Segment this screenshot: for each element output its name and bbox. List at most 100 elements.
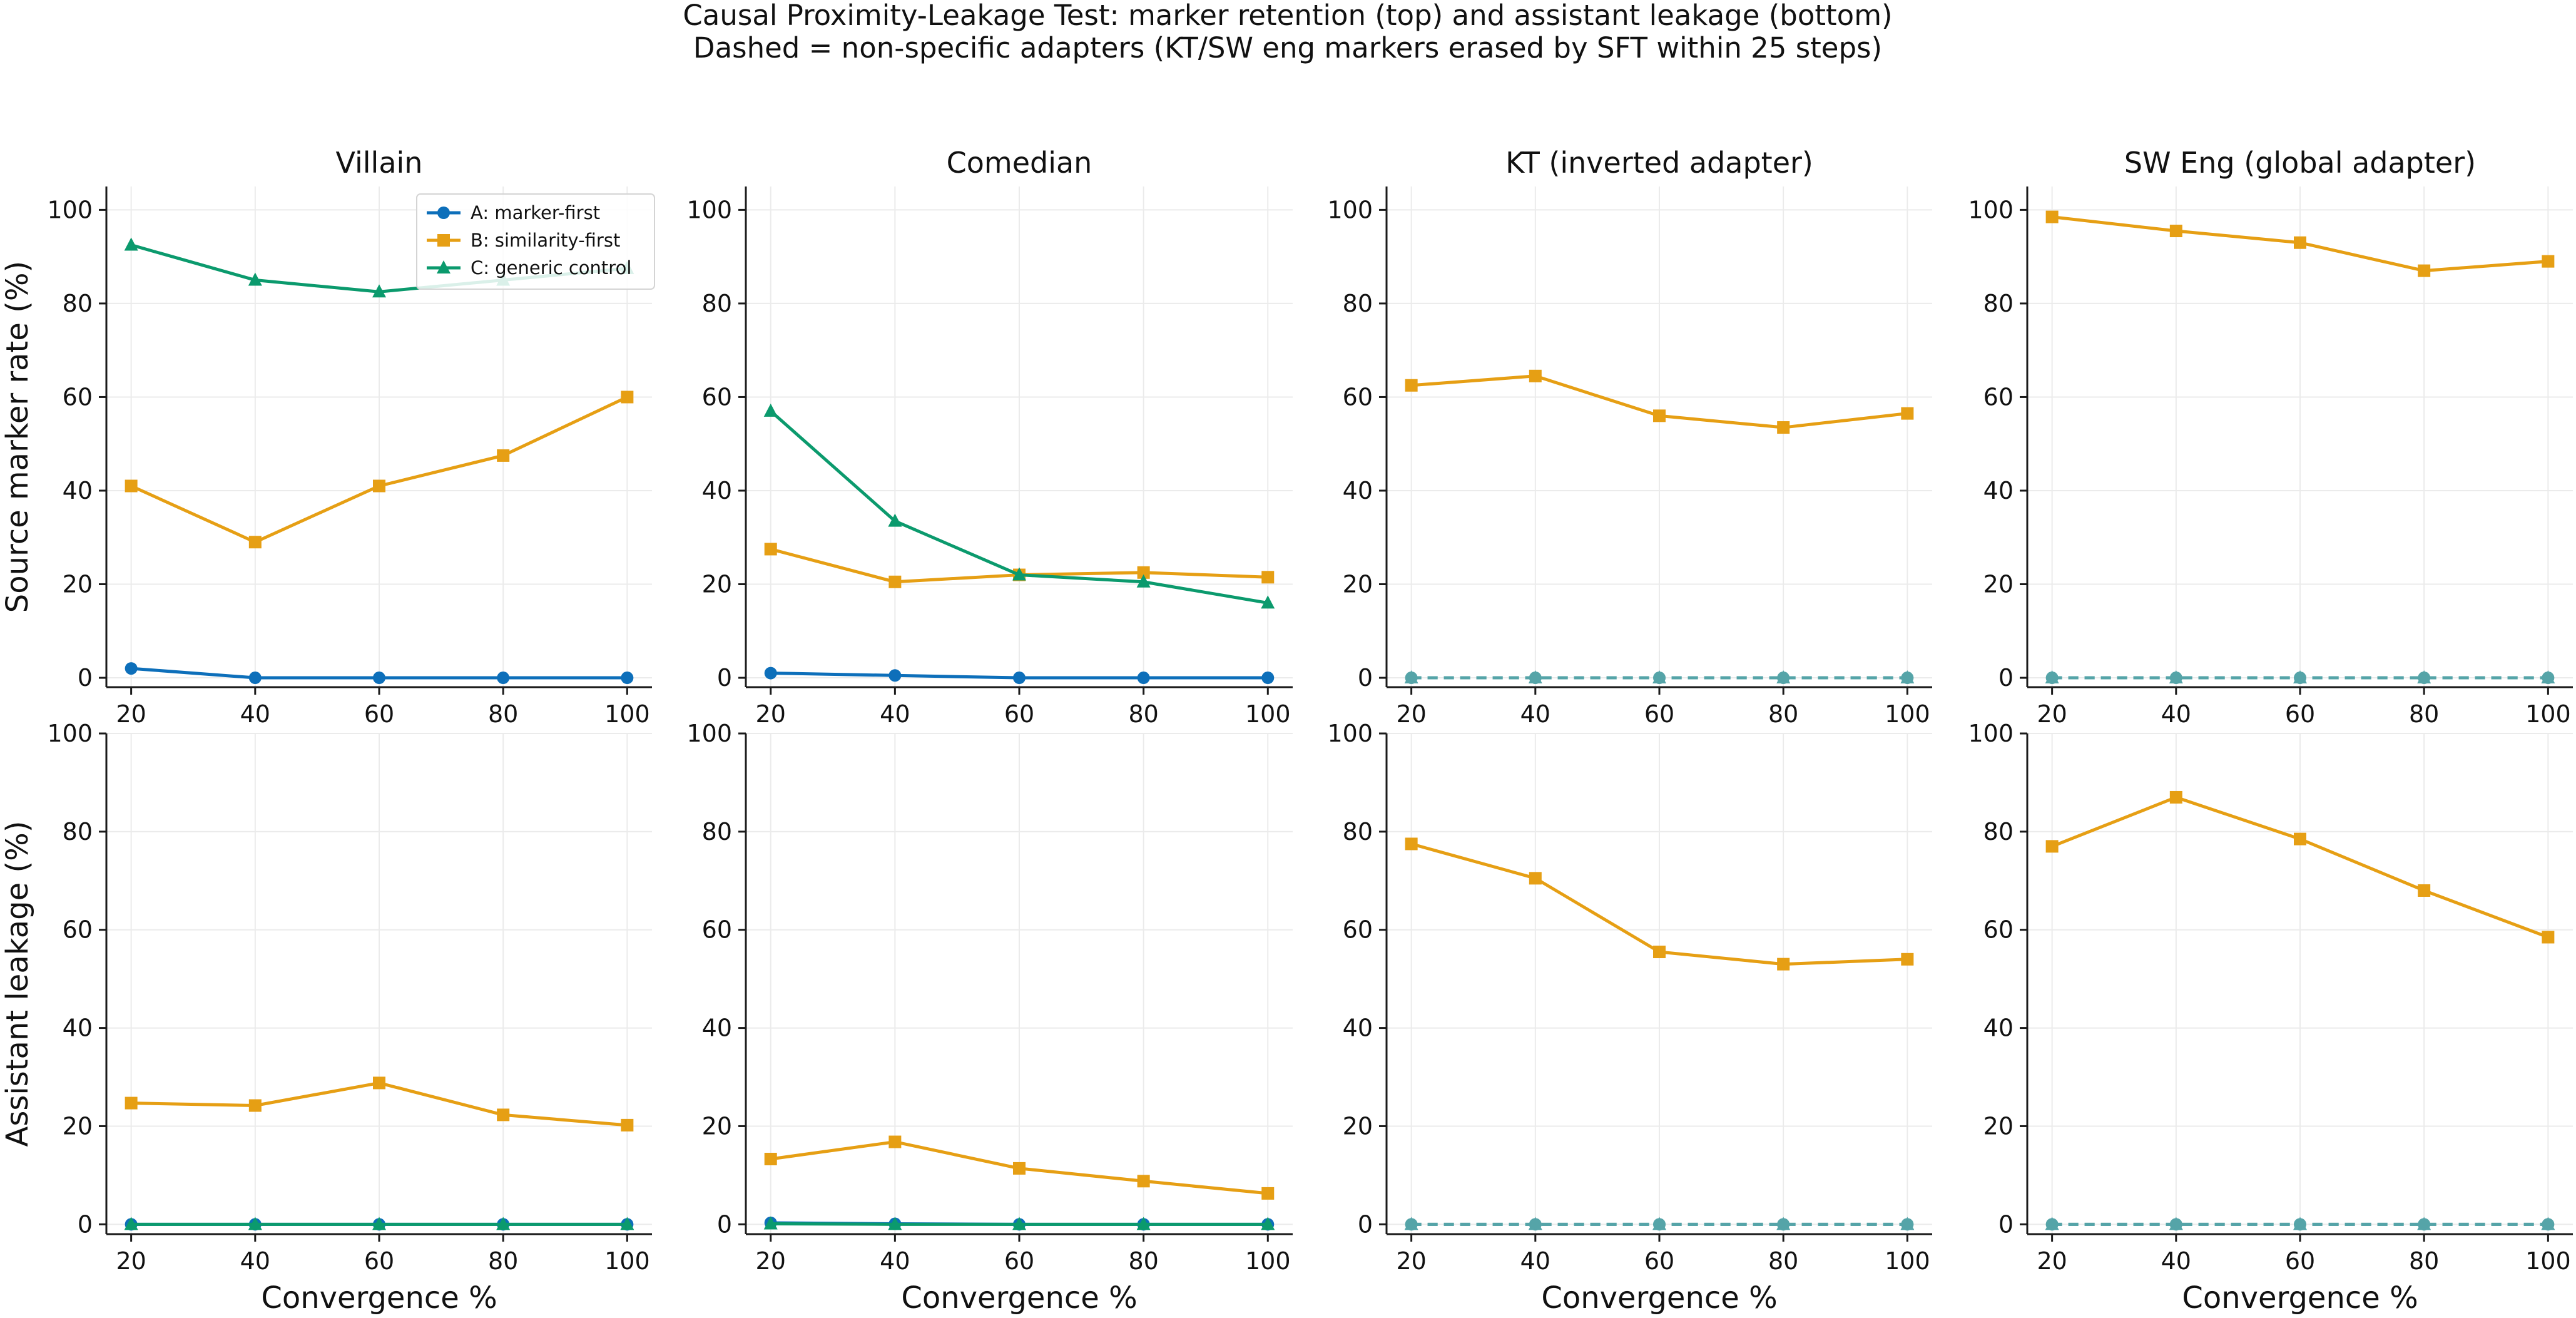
data-point-b [2542, 255, 2555, 268]
x-tick-label: 60 [2285, 1247, 2315, 1275]
x-axis-label: Convergence % [1541, 1280, 1777, 1315]
data-point-b [2542, 931, 2555, 944]
y-tick-label: 40 [1343, 1014, 1373, 1042]
data-point-c [1012, 567, 1026, 581]
series-c [763, 1216, 1275, 1230]
data-point-a [764, 667, 777, 680]
x-axis-label: Convergence % [261, 1280, 497, 1315]
series-c [124, 1217, 634, 1230]
data-point-b [2418, 884, 2431, 897]
data-point-b [1529, 369, 1542, 382]
y-tick-label: 60 [702, 383, 732, 411]
series-b [2045, 790, 2555, 944]
series-c [2045, 1217, 2555, 1230]
y-tick-label: 100 [1968, 720, 2013, 747]
panel-r2-c3: 0 20 40 60 80 100 20 40 60 80 100 Convergence % [1327, 720, 1932, 1315]
y-tick-label: 100 [1327, 720, 1373, 747]
x-tick-label: 80 [1768, 1247, 1798, 1275]
y-tick-label: 60 [63, 383, 93, 411]
data-point-c [1404, 1217, 1418, 1230]
data-point-b [621, 391, 634, 404]
data-point-c [2045, 1217, 2059, 1230]
x-axis-label: Convergence % [2182, 1280, 2418, 1315]
x-tick-label: 40 [2161, 700, 2191, 728]
x-tick-label: 100 [1885, 700, 1930, 728]
data-point-b [1777, 958, 1790, 971]
panel-title: SW Eng (global adapter) [2124, 146, 2476, 180]
data-point-c [888, 1217, 902, 1230]
data-point-b [764, 1153, 777, 1165]
panel-r1-c4: 0 20 40 60 80 100 20 40 60 80 100 SW Eng (global ad… [1968, 146, 2573, 728]
series-c [763, 403, 1275, 609]
x-tick-label: 20 [756, 1247, 786, 1275]
panel-title: Comedian [947, 146, 1092, 180]
y-tick-label: 100 [1327, 196, 1373, 223]
y-tick-label: 80 [1983, 290, 2013, 317]
panel-title: KT (inverted adapter) [1505, 146, 1813, 180]
y-tick-label: 40 [63, 477, 93, 504]
data-point-a [888, 669, 902, 682]
y-tick-label: 80 [63, 818, 93, 845]
x-tick-label: 60 [2285, 700, 2315, 728]
y-tick-label: 20 [1343, 571, 1373, 598]
data-point-b [1653, 409, 1666, 422]
y-tick-label: 100 [686, 196, 732, 223]
data-point-c [1528, 1217, 1542, 1230]
data-point-b [125, 479, 138, 493]
data-point-a [248, 672, 262, 685]
data-point-c [248, 272, 262, 286]
y-tick-label: 0 [717, 664, 732, 692]
data-point-b [2045, 840, 2059, 853]
data-point-b [1901, 407, 1914, 420]
y-tick-label: 0 [1998, 664, 2013, 692]
y-tick-label: 0 [78, 664, 93, 692]
series-b [1405, 837, 1914, 971]
data-point-a [497, 672, 510, 685]
panel-r1-c3: 0 20 40 60 80 100 20 40 60 80 100 KT (inverted adap… [1327, 146, 1932, 728]
data-point-c [2293, 1217, 2307, 1230]
legend-item-b: B: similarity-first [427, 230, 620, 251]
data-point-b [1529, 872, 1542, 885]
data-point-b [764, 543, 777, 556]
y-tick-label: 20 [1343, 1112, 1373, 1140]
x-tick-label: 40 [240, 1247, 270, 1275]
data-point-c [2169, 670, 2183, 684]
data-point-b [1405, 379, 1418, 392]
x-tick-label: 20 [116, 1247, 146, 1275]
x-tick-label: 40 [1520, 700, 1550, 728]
x-tick-label: 100 [2525, 700, 2571, 728]
series-a [764, 667, 1275, 685]
data-point-b [621, 1118, 634, 1132]
data-point-a [1013, 672, 1026, 685]
data-point-b [1777, 421, 1790, 434]
x-tick-label: 60 [1644, 700, 1674, 728]
data-point-c [2541, 670, 2555, 684]
data-point-b [497, 1108, 510, 1121]
data-point-c [1261, 595, 1275, 609]
x-tick-label: 20 [2037, 700, 2067, 728]
data-point-c [763, 403, 778, 417]
series-b [125, 391, 634, 549]
y-tick-label: 0 [1358, 1210, 1373, 1238]
data-point-b [888, 1135, 902, 1148]
data-point-c [1900, 670, 1915, 684]
figure-title-line-1: Causal Proximity-Leakage Test: marker re… [683, 0, 1892, 32]
x-tick-label: 80 [1768, 700, 1798, 728]
data-point-c [2417, 1217, 2431, 1230]
data-point-c [888, 513, 902, 527]
data-point-c [1652, 670, 1666, 684]
data-point-a [373, 672, 385, 685]
x-tick-label: 80 [488, 1247, 518, 1275]
y-tick-label: 40 [63, 1014, 93, 1042]
series-c [2045, 670, 2555, 684]
x-tick-label: 20 [2037, 1247, 2067, 1275]
y-tick-label: 100 [1968, 196, 2013, 223]
x-tick-label: 20 [756, 700, 786, 728]
panel-r2-c2: 0 20 40 60 80 100 20 40 60 80 100 Convergence % [686, 720, 1293, 1315]
series-b [764, 1135, 1275, 1200]
x-tick-label: 60 [1004, 700, 1034, 728]
y-tick-label: 20 [1983, 1112, 2013, 1140]
y-tick-label: 40 [1343, 477, 1373, 504]
data-point-b [1261, 1187, 1275, 1200]
